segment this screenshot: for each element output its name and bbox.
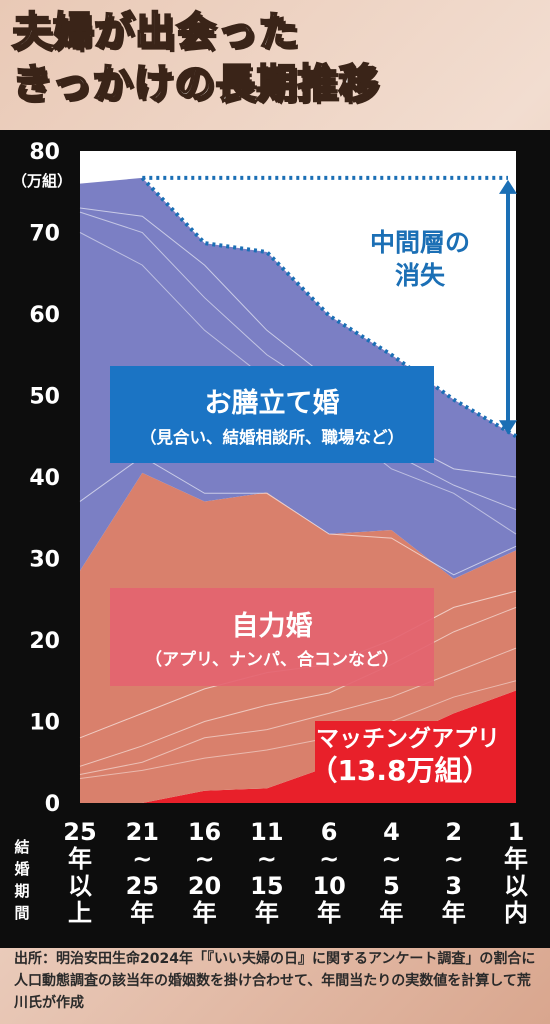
- x-tick-label: 16: [188, 818, 221, 846]
- x-tick-label: ~: [381, 845, 401, 873]
- label-app-value: （13.8万組）: [309, 754, 490, 787]
- x-tick-label: 2: [445, 818, 462, 846]
- annotation-middle-loss: 中間層の: [370, 228, 470, 257]
- breakdown-line: [79, 207, 517, 478]
- title-line-2: きっかけの長期推移: [11, 60, 380, 108]
- x-tick-label: 年: [255, 899, 279, 927]
- y-tick-label: 20: [29, 629, 60, 654]
- x-tick-label: 25: [126, 872, 159, 900]
- label-omiai-title: お膳立て婚: [205, 387, 340, 419]
- x-tick-label: 年: [193, 899, 217, 927]
- gap-arrow-head-up: [499, 179, 517, 194]
- x-tick-label: 年: [504, 845, 528, 873]
- source-note: 出所：明治安田生命2024年「『いい夫婦の日』に関するアンケート調査」の割合に人…: [14, 951, 536, 1011]
- label-app-title: マッチングアプリ: [316, 725, 500, 752]
- x-axis-title-char: 期: [14, 882, 29, 900]
- label-jiriki-sub: （アプリ、ナンパ、合コンなど）: [145, 649, 399, 670]
- x-tick-label: 年: [68, 845, 92, 873]
- y-tick-label: 40: [29, 466, 60, 491]
- x-tick-label: ~: [444, 845, 464, 873]
- x-tick-label: 10: [312, 872, 345, 900]
- x-tick-label: ~: [132, 845, 152, 873]
- x-tick-label: 21: [126, 818, 159, 846]
- x-tick-label: 年: [379, 899, 403, 927]
- breakdown-line: [79, 606, 517, 767]
- x-axis-title-char: 婚: [14, 860, 29, 878]
- y-tick-label: 0: [45, 792, 60, 817]
- label-box-omiai: [110, 366, 434, 463]
- x-tick-label: 15: [250, 872, 283, 900]
- x-tick-label: 以: [68, 872, 92, 900]
- y-tick-label: 70: [29, 222, 60, 247]
- label-omiai-sub: （見合い、結婚相談所、職場など）: [140, 427, 404, 447]
- x-tick-label: 25: [63, 818, 96, 846]
- label-box-app: [315, 721, 505, 790]
- gap-arrow-head-down: [499, 420, 517, 435]
- x-tick-label: ~: [257, 845, 277, 873]
- label-jiriki-title: 自力婚: [232, 610, 313, 642]
- x-tick-label: 年: [442, 899, 466, 927]
- x-tick-label: 年: [130, 899, 154, 927]
- x-tick-label: 内: [504, 899, 528, 927]
- y-tick-label: 30: [29, 548, 60, 573]
- x-tick-label: 上: [68, 899, 92, 927]
- total-dotted-line: [140, 176, 518, 438]
- label-box-jiriki: [110, 588, 434, 686]
- x-axis-title-char: 結: [14, 838, 29, 856]
- x-tick-label: ~: [195, 845, 215, 873]
- chart-title: 夫婦が出会った きっかけの長期推移: [11, 6, 542, 110]
- x-tick-label: ~: [319, 845, 339, 873]
- x-tick-label: 11: [250, 818, 283, 846]
- x-tick-label: 5: [383, 872, 400, 900]
- y-tick-label: 10: [29, 711, 60, 736]
- x-tick-label: 年: [317, 899, 341, 927]
- y-tick-label: 80: [29, 140, 60, 165]
- x-tick-label: 以: [504, 872, 528, 900]
- x-tick-label: 6: [321, 818, 338, 846]
- breakdown-line: [79, 680, 517, 780]
- x-tick-label: 1: [508, 818, 525, 846]
- x-tick-label: 20: [188, 872, 221, 900]
- annotation-middle-loss: 消失: [395, 261, 446, 290]
- y-tick-label: 60: [29, 303, 60, 328]
- x-tick-label: 4: [383, 818, 400, 846]
- y-unit-label: （万組）: [12, 172, 72, 190]
- x-axis-title-char: 間: [14, 904, 29, 922]
- y-tick-label: 50: [29, 385, 60, 410]
- x-tick-label: 3: [445, 872, 462, 900]
- title-line-1: 夫婦が出会った: [11, 8, 299, 56]
- breakdown-line: [79, 647, 517, 775]
